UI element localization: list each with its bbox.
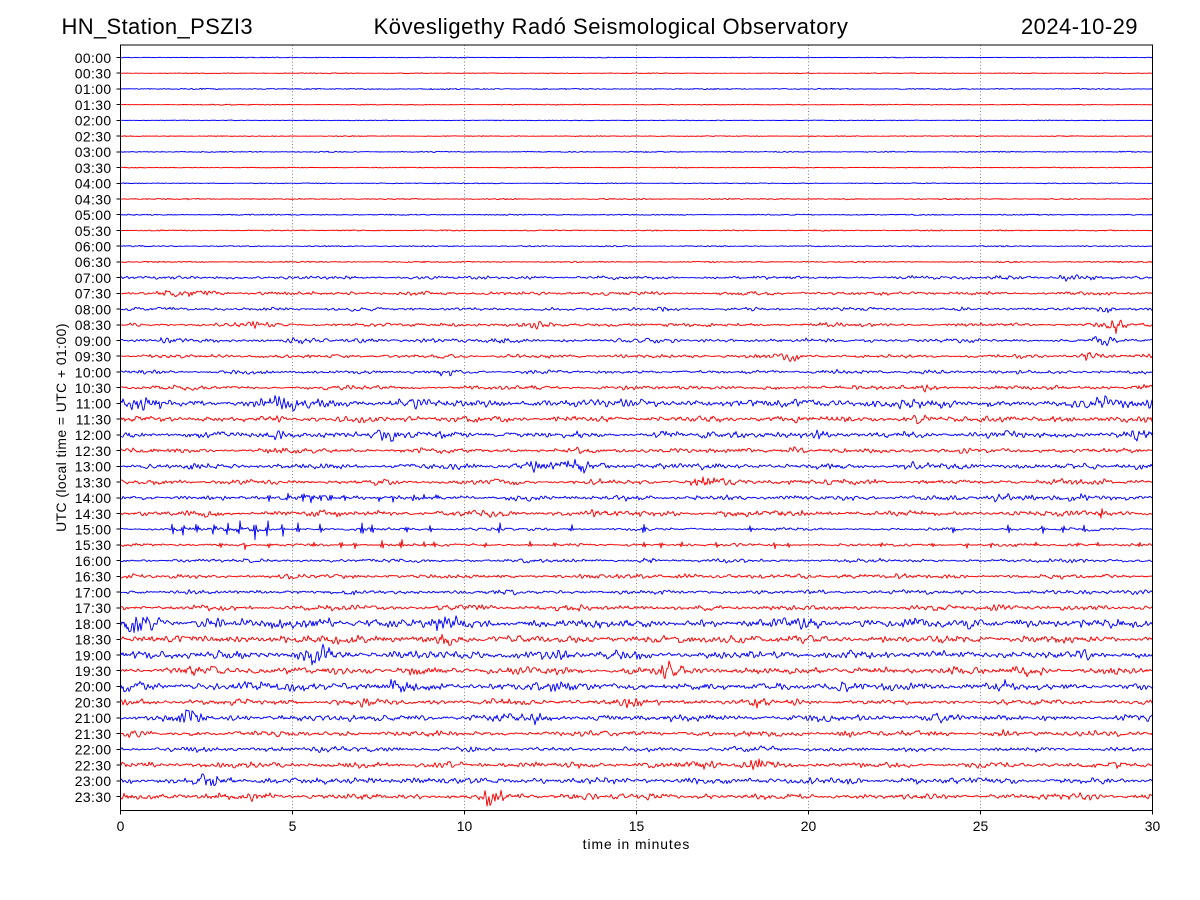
svg-text:20:00: 20:00	[75, 679, 112, 695]
svg-text:00:00: 00:00	[75, 50, 112, 66]
svg-text:01:30: 01:30	[75, 97, 112, 113]
svg-text:11:30: 11:30	[76, 411, 112, 427]
svg-text:03:00: 03:00	[75, 144, 112, 160]
svg-text:10:30: 10:30	[75, 380, 112, 396]
svg-text:15:00: 15:00	[75, 522, 112, 538]
svg-text:20:30: 20:30	[75, 695, 112, 711]
svg-text:06:00: 06:00	[75, 239, 112, 255]
svg-text:10:00: 10:00	[75, 364, 112, 380]
svg-text:2024-10-29: 2024-10-29	[1021, 14, 1138, 39]
svg-text:04:00: 04:00	[75, 176, 112, 192]
svg-text:16:30: 16:30	[75, 569, 112, 585]
svg-text:05:30: 05:30	[75, 223, 112, 239]
svg-text:23:00: 23:00	[75, 773, 112, 789]
svg-text:25: 25	[973, 818, 989, 834]
svg-text:01:00: 01:00	[75, 81, 112, 97]
svg-text:0: 0	[117, 818, 125, 834]
svg-text:02:30: 02:30	[75, 128, 112, 144]
svg-text:22:00: 22:00	[75, 742, 112, 758]
svg-text:18:00: 18:00	[75, 616, 112, 632]
svg-text:06:30: 06:30	[75, 254, 112, 270]
svg-text:21:00: 21:00	[75, 710, 112, 726]
svg-text:08:30: 08:30	[75, 317, 112, 333]
svg-text:5: 5	[289, 818, 297, 834]
svg-text:02:00: 02:00	[75, 113, 112, 129]
svg-text:17:00: 17:00	[75, 584, 112, 600]
svg-text:Kövesligethy Radó Seismologica: Kövesligethy Radó Seismological Observat…	[374, 14, 849, 39]
svg-text:22:30: 22:30	[75, 757, 112, 773]
svg-text:14:30: 14:30	[75, 506, 112, 522]
svg-text:15: 15	[629, 818, 645, 834]
svg-text:05:00: 05:00	[75, 207, 112, 223]
svg-text:08:00: 08:00	[75, 301, 112, 317]
svg-text:time in minutes: time in minutes	[583, 836, 691, 852]
svg-text:19:00: 19:00	[75, 647, 112, 663]
svg-text:13:00: 13:00	[75, 459, 112, 475]
svg-text:23:30: 23:30	[75, 789, 112, 805]
svg-text:03:30: 03:30	[75, 160, 112, 176]
svg-text:07:30: 07:30	[75, 286, 112, 302]
svg-text:11:00: 11:00	[76, 396, 112, 412]
svg-text:15:30: 15:30	[75, 537, 112, 553]
svg-text:HN_Station_PSZI3: HN_Station_PSZI3	[62, 14, 253, 39]
svg-text:21:30: 21:30	[75, 726, 112, 742]
svg-text:20: 20	[801, 818, 817, 834]
svg-text:14:00: 14:00	[75, 490, 112, 506]
svg-text:17:30: 17:30	[75, 600, 112, 616]
svg-text:12:00: 12:00	[75, 427, 112, 443]
svg-text:18:30: 18:30	[75, 632, 112, 648]
svg-text:19:30: 19:30	[75, 663, 112, 679]
svg-text:10: 10	[457, 818, 473, 834]
svg-text:13:30: 13:30	[75, 474, 112, 490]
svg-text:09:00: 09:00	[75, 333, 112, 349]
svg-text:04:30: 04:30	[75, 191, 112, 207]
svg-text:09:30: 09:30	[75, 349, 112, 365]
svg-text:30: 30	[1145, 818, 1161, 834]
svg-text:12:30: 12:30	[75, 443, 112, 459]
svg-text:00:30: 00:30	[75, 66, 112, 82]
svg-text:07:00: 07:00	[75, 270, 112, 286]
svg-text:UTC (local time = UTC + 01:00): UTC (local time = UTC + 01:00)	[53, 323, 69, 532]
svg-text:16:00: 16:00	[75, 553, 112, 569]
